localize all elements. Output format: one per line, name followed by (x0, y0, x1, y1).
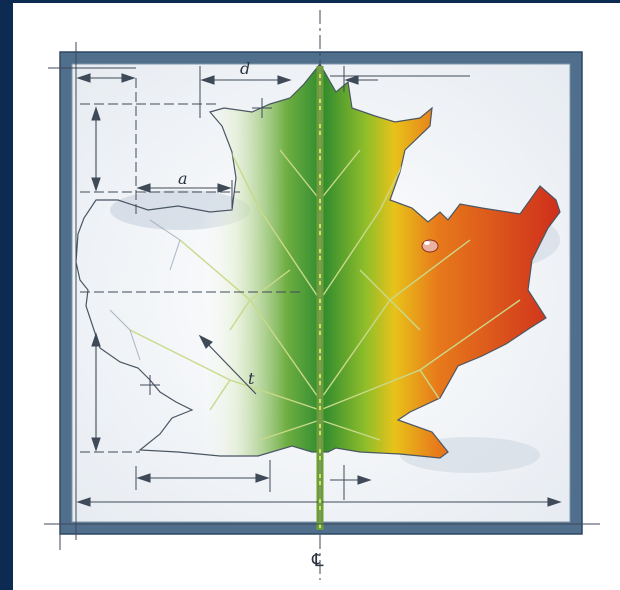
top-edge-band (0, 0, 620, 3)
dimension-label-d: d (240, 59, 250, 78)
dimension-label-a: a (178, 169, 188, 188)
water-droplet (421, 239, 439, 253)
dimension-label-t: t (248, 369, 255, 388)
crosshair-marks (140, 98, 272, 395)
left-edge-band (0, 0, 13, 590)
centerline-symbol: ℄ (311, 550, 324, 571)
dimension-lines (76, 73, 562, 507)
leaf-veins (129, 149, 521, 441)
water-droplet-highlight (424, 241, 430, 245)
construction-lines (44, 10, 600, 580)
